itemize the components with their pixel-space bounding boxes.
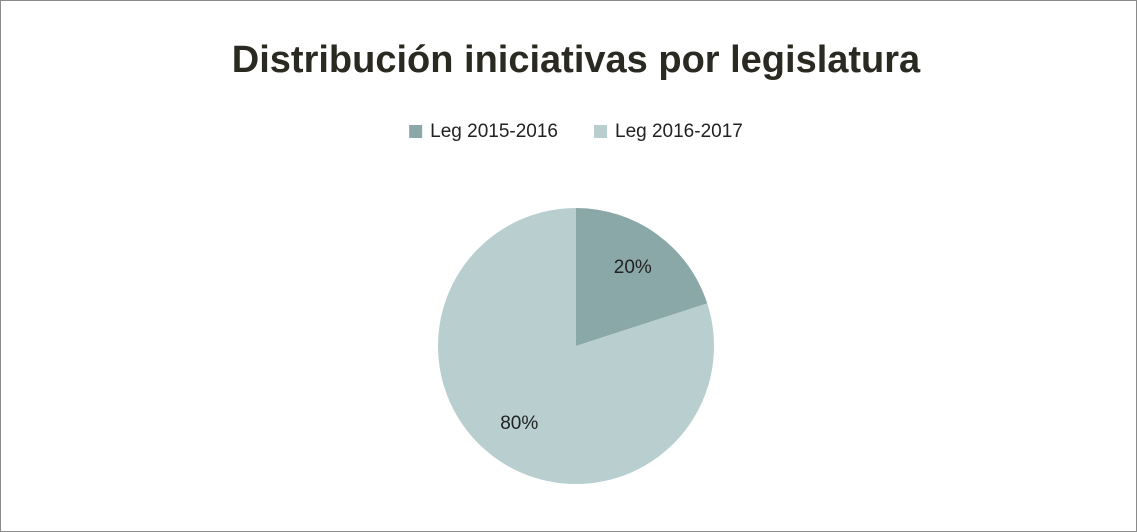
legend-label: Leg 2016-2017 — [615, 121, 743, 142]
chart-title: Distribución iniciativas por legislatura — [232, 39, 921, 81]
pie-slice — [576, 208, 708, 346]
data-label: 80% — [500, 413, 538, 434]
legend-swatch — [594, 125, 607, 138]
pie-slice — [438, 208, 714, 484]
legend-swatch — [409, 125, 423, 138]
legend-label: Leg 2015-2016 — [430, 121, 558, 142]
data-label: 20% — [614, 257, 652, 278]
